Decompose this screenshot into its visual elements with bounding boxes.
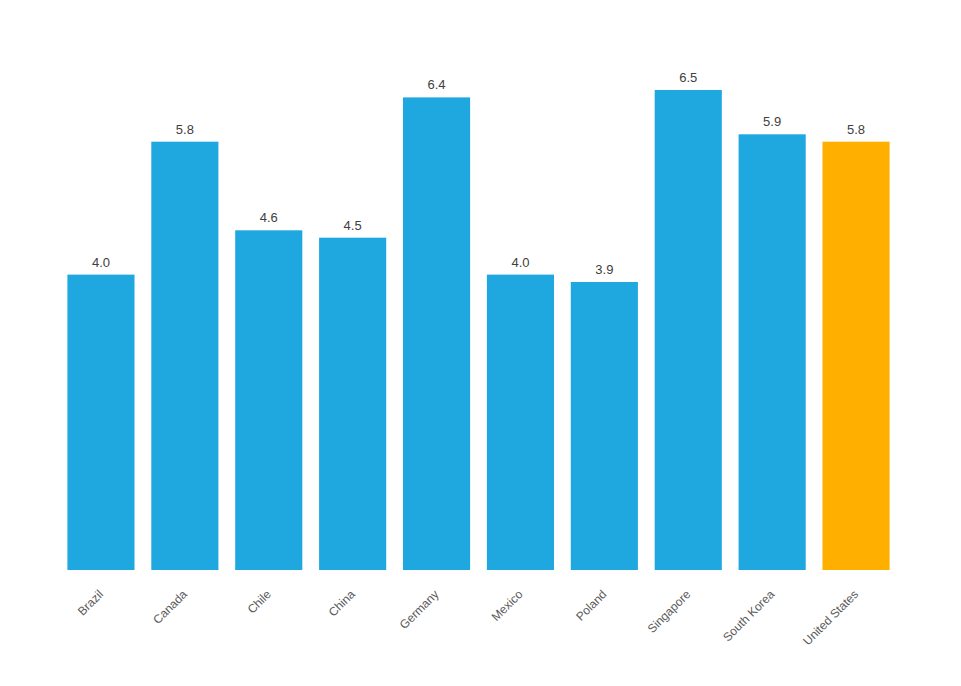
- x-tick: Chile: [245, 587, 274, 616]
- bar: [319, 238, 386, 570]
- data-label: 6.4: [428, 77, 446, 92]
- x-tick-label: Singapore: [645, 587, 694, 636]
- bar: [822, 142, 889, 570]
- x-tick: South Korea: [720, 587, 777, 644]
- data-label: 3.9: [595, 262, 613, 277]
- x-tick-label: United States: [800, 587, 861, 648]
- bars: [67, 90, 889, 570]
- data-label: 5.8: [176, 122, 194, 137]
- bar: [739, 134, 806, 570]
- x-tick: Singapore: [645, 587, 694, 636]
- x-tick-label: Canada: [150, 587, 190, 627]
- x-tick: Canada: [150, 587, 190, 627]
- x-axis: Brazil Canada Chile China Germany Mexico Polan…: [75, 587, 861, 648]
- x-tick: Germany: [397, 587, 442, 632]
- x-tick: Poland: [573, 587, 609, 623]
- data-label: 4.6: [260, 210, 278, 225]
- bar: [235, 230, 302, 570]
- x-tick-label: Mexico: [489, 587, 526, 624]
- x-tick-label: Chile: [245, 587, 274, 616]
- x-tick-label: Poland: [573, 587, 609, 623]
- bar: [655, 90, 722, 570]
- bar: [67, 275, 134, 570]
- x-tick: China: [326, 587, 358, 619]
- data-label: 4.0: [511, 255, 529, 270]
- bar: [151, 142, 218, 570]
- x-tick-label: South Korea: [720, 587, 777, 644]
- x-tick: Brazil: [75, 587, 106, 618]
- bar: [487, 275, 554, 570]
- x-tick: Mexico: [489, 587, 526, 624]
- x-tick: United States: [800, 587, 861, 648]
- data-label: 5.9: [763, 114, 781, 129]
- x-tick-label: Germany: [397, 587, 442, 632]
- data-label: 4.5: [344, 218, 362, 233]
- x-tick-label: China: [326, 587, 358, 619]
- x-tick-label: Brazil: [75, 587, 106, 618]
- data-label: 4.0: [92, 255, 110, 270]
- data-label: 6.5: [679, 70, 697, 85]
- bar: [403, 97, 470, 570]
- data-label: 5.8: [847, 122, 865, 137]
- chart: 4.0 5.8 4.6 4.5 6.4 4.0 3.9 6.5 5.9 5.8 Brazil Cana…: [0, 0, 961, 686]
- bar: [571, 282, 638, 570]
- data-labels: 4.0 5.8 4.6 4.5 6.4 4.0 3.9 6.5 5.9 5.8: [92, 70, 865, 277]
